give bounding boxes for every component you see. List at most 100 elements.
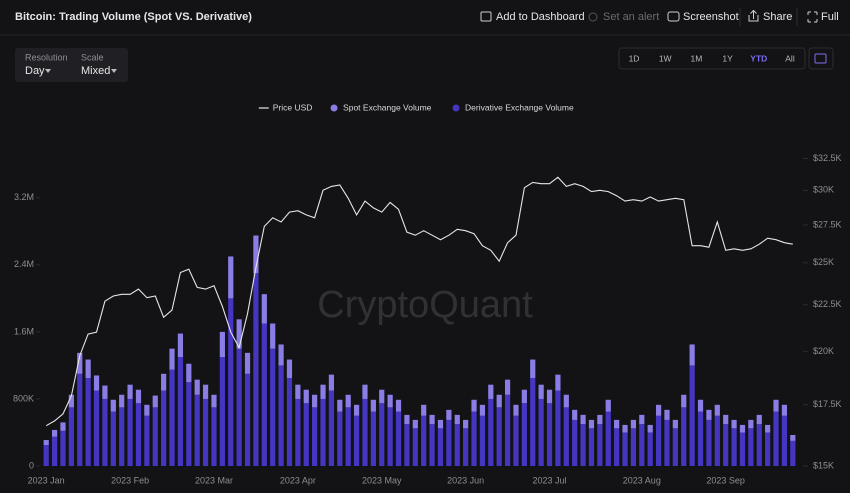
bar xyxy=(211,407,217,466)
bar xyxy=(630,428,637,466)
y2-tick-label: $22.5K xyxy=(813,299,842,309)
bar xyxy=(706,409,712,420)
bar xyxy=(127,384,133,399)
range-button[interactable]: YTD xyxy=(750,53,767,63)
bar xyxy=(748,428,754,466)
bar xyxy=(555,374,561,391)
bar xyxy=(521,403,527,466)
y2-tick-label: $27.5K xyxy=(813,219,842,229)
price-line xyxy=(45,176,793,427)
bar xyxy=(236,348,242,466)
bar xyxy=(513,404,519,416)
x-tick-label: 2023 Jan xyxy=(28,475,65,485)
y-tick-label: 800K xyxy=(13,393,34,403)
bar xyxy=(689,344,695,366)
bar xyxy=(236,319,242,349)
bar xyxy=(412,419,418,429)
plot: 0 800K 1.6M 2.4M 3.2M $15K $17.5K $20K $22.5K $25… xyxy=(13,153,842,486)
bar xyxy=(580,424,586,466)
bar xyxy=(723,414,729,425)
bar xyxy=(672,428,678,466)
bar xyxy=(639,414,645,425)
bar xyxy=(781,415,788,466)
calendar-box xyxy=(808,47,834,70)
dashboard-icon xyxy=(480,11,492,22)
range-button[interactable]: 1M xyxy=(690,53,702,63)
bar xyxy=(295,384,301,399)
watermark: CryptoQuant xyxy=(317,284,533,326)
range-button[interactable]: 1W xyxy=(659,53,672,63)
bar xyxy=(723,424,729,466)
bar xyxy=(714,404,720,416)
bar xyxy=(421,404,427,416)
bar xyxy=(228,256,234,299)
camera-icon xyxy=(667,11,680,22)
range-button[interactable]: 1D xyxy=(629,53,640,63)
bar xyxy=(77,373,83,466)
bar xyxy=(186,363,192,383)
legend-label[interactable]: Spot Exchange Volume xyxy=(343,102,432,112)
bar xyxy=(261,323,267,466)
bar xyxy=(496,394,502,408)
bar xyxy=(471,399,477,412)
bar xyxy=(421,415,427,466)
range-button[interactable]: All xyxy=(785,53,795,63)
bar xyxy=(295,398,301,466)
bar xyxy=(697,411,704,466)
bar xyxy=(353,415,360,466)
bar xyxy=(177,357,184,466)
bar xyxy=(270,348,276,466)
bar xyxy=(60,430,66,466)
bar xyxy=(119,407,125,466)
bar xyxy=(714,415,720,466)
calendar-icon[interactable] xyxy=(814,53,827,64)
bar xyxy=(479,415,486,466)
y2-tick-label: $17.5K xyxy=(813,399,842,409)
bar xyxy=(664,409,670,420)
bar xyxy=(110,399,116,412)
bar xyxy=(119,394,125,408)
bar xyxy=(504,379,511,395)
bar xyxy=(664,419,670,466)
bar xyxy=(614,428,620,466)
bar xyxy=(756,414,762,425)
share[interactable]: Share xyxy=(763,11,792,23)
bar xyxy=(513,415,519,466)
bar xyxy=(647,432,653,466)
bar xyxy=(387,407,393,466)
bar xyxy=(580,414,586,425)
y2-tick-label: $25K xyxy=(813,257,834,267)
y2-tick-label: $30K xyxy=(813,185,834,195)
bar xyxy=(353,404,360,416)
x-tick-label: 2023 Apr xyxy=(280,475,316,485)
bar xyxy=(546,403,553,466)
bar xyxy=(379,403,385,466)
bar xyxy=(152,407,158,466)
bar xyxy=(152,395,158,408)
control-label: Scale xyxy=(81,52,104,62)
screenshot[interactable]: Screenshot xyxy=(683,11,739,23)
control-value[interactable]: Day xyxy=(25,65,45,77)
bar xyxy=(161,390,167,466)
bar xyxy=(647,424,653,433)
caret xyxy=(45,69,51,73)
bar xyxy=(622,424,628,433)
bar xyxy=(572,409,578,420)
bar xyxy=(68,407,74,466)
control-value[interactable]: Mixed xyxy=(81,65,110,77)
range-button[interactable]: 1Y xyxy=(722,53,733,63)
x-tick-label: 2023 Aug xyxy=(623,475,661,485)
legend-label[interactable]: Derivative Exchange Volume xyxy=(465,102,574,112)
y2-tick-label: $15K xyxy=(813,460,834,470)
add-to-dashboard[interactable]: Add to Dashboard xyxy=(496,11,585,23)
bar xyxy=(345,394,351,408)
bar xyxy=(630,419,637,429)
bar xyxy=(345,407,351,466)
bar xyxy=(563,407,569,466)
full[interactable]: Full xyxy=(821,11,839,23)
legend-label[interactable]: Price USD xyxy=(273,102,313,112)
bar xyxy=(244,373,251,466)
bar xyxy=(446,409,452,420)
y2-tick-label: $20K xyxy=(813,346,834,356)
set-alert[interactable]: Set an alert xyxy=(603,11,659,23)
